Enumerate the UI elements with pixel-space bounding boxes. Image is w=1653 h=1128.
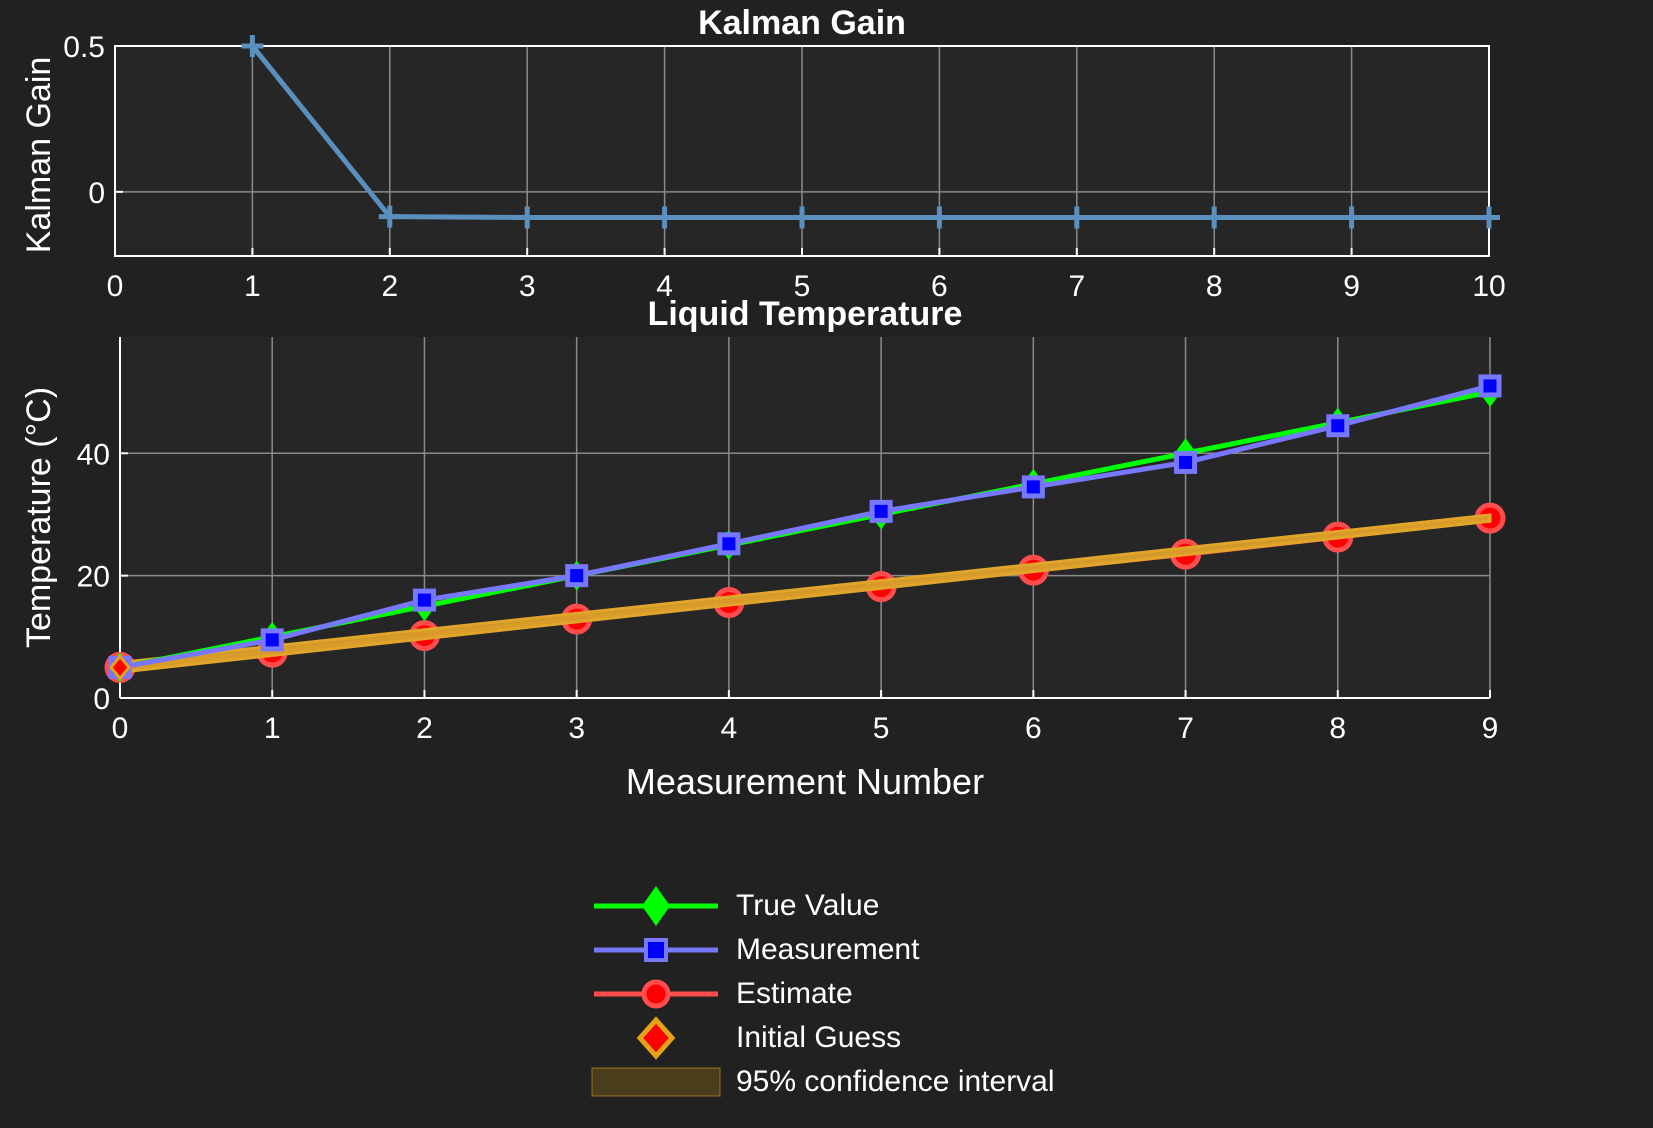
x-tick-label: 2 (381, 270, 398, 303)
kalman-gain-marker (653, 206, 676, 229)
legend-item-measurement[interactable]: Measurement (588, 928, 1108, 972)
kalman-gain-line (250, 44, 1489, 220)
x-tick-label: 10 (1472, 270, 1505, 303)
x-tick-label: 3 (519, 270, 536, 303)
x-tick-label: 4 (721, 712, 738, 745)
x-tick-label: 8 (1206, 270, 1223, 303)
x-tick-label: 1 (264, 712, 281, 745)
legend-item-confidence-interval[interactable]: 95% confidence interval (588, 1060, 1108, 1104)
legend-true-value-swatch (594, 886, 718, 926)
legend-label-measurement: Measurement (736, 933, 920, 966)
liquid-temperature-chart: 0 1 2 3 4 5 6 7 8 9 0 20 40 Liquid Temperature Measure… (20, 295, 1506, 802)
x-tick-label: 9 (1343, 270, 1360, 303)
y-tick-label: 0.5 (63, 31, 105, 64)
chart-title: Kalman Gain (698, 4, 906, 42)
y-tick-label: 20 (77, 561, 110, 594)
kalman-gain-marker (1478, 206, 1500, 229)
y-tick-label: 40 (77, 438, 110, 471)
kalman-gain-marker (1065, 206, 1088, 229)
kalman-gain-marker (516, 206, 539, 229)
x-tick-label: 9 (1482, 712, 1499, 745)
legend-measurement-swatch (594, 938, 718, 962)
measurement-line (119, 383, 1491, 670)
measurement-marker (1021, 475, 1045, 499)
x-tick-label: 5 (794, 270, 811, 303)
measurement-marker (869, 499, 893, 523)
y-axis-label: Temperature (°C) (20, 387, 58, 648)
measurement-marker (565, 564, 589, 588)
legend-estimate-swatch (594, 979, 718, 1009)
x-tick-label: 7 (1068, 270, 1085, 303)
x-tick-label: 6 (1025, 712, 1042, 745)
initial-guess-marker (109, 654, 131, 681)
legend-label-estimate: Estimate (736, 977, 853, 1010)
kalman-gain-marker (791, 206, 813, 229)
measurement-marker (1478, 374, 1502, 398)
x-tick-label: 2 (416, 712, 433, 745)
x-tick-label: 0 (107, 270, 124, 303)
x-tick-label: 6 (931, 270, 948, 303)
x-tick-label: 0 (112, 712, 129, 745)
chart-title: Liquid Temperature (648, 295, 963, 333)
kalman-gain-marker (1340, 206, 1363, 229)
legend-item-estimate[interactable]: Estimate (588, 972, 1108, 1016)
kalman-gain-marker (241, 35, 264, 57)
x-tick-label: 3 (568, 712, 585, 745)
x-tick-label: 5 (873, 712, 890, 745)
legend-label-true-value: True Value (736, 889, 880, 922)
measurement-marker (717, 532, 741, 556)
measurement-marker (1174, 450, 1198, 474)
x-axis-label: Measurement Number (626, 761, 984, 802)
y-tick-label: 0 (88, 177, 105, 210)
kalman-gain-marker (928, 206, 951, 229)
measurement-marker (412, 588, 436, 612)
measurement-marker (1326, 414, 1350, 438)
legend-initial-guess-swatch (636, 1016, 676, 1060)
x-tick-label: 8 (1329, 712, 1346, 745)
y-tick-label: 0 (93, 683, 110, 716)
x-tick-label: 4 (656, 270, 673, 303)
legend-confidence-interval-swatch (591, 1067, 721, 1097)
confidence-interval-line (119, 513, 1491, 672)
x-tick-label: 1 (244, 270, 261, 303)
kalman-gain-marker (1203, 206, 1226, 229)
measurement-marker (260, 628, 284, 652)
legend-item-true-value[interactable]: True Value (588, 884, 1108, 928)
kalman-gain-marker (378, 205, 401, 228)
x-tick-label: 7 (1177, 712, 1194, 745)
legend-item-initial-guess[interactable]: Initial Guess (588, 1016, 1108, 1060)
y-axis-label: Kalman Gain (20, 57, 58, 254)
legend: True Value Measurement Estimate Initial … (588, 884, 1108, 1104)
legend-label-initial-guess: Initial Guess (736, 1021, 902, 1054)
legend-label-confidence-interval: 95% confidence interval (736, 1065, 1055, 1098)
